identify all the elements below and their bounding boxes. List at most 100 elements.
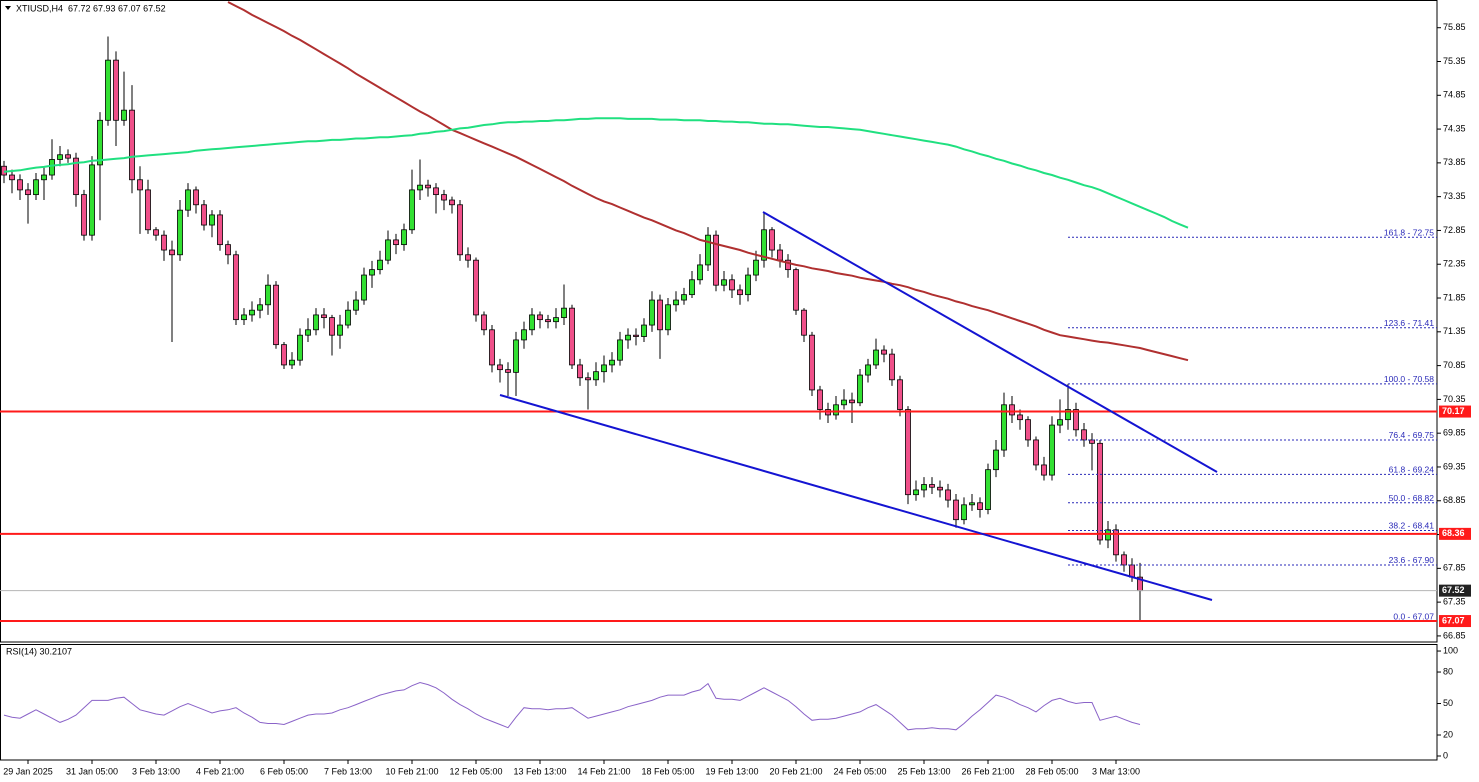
trend-lines — [499, 211, 1218, 601]
y-tick-label: 71.85 — [1443, 292, 1466, 302]
candle-body — [417, 184, 423, 191]
x-tick-label: 12 Feb 05:00 — [449, 766, 502, 776]
candle-body — [457, 204, 463, 256]
candle-body — [369, 269, 375, 276]
x-tick-label: 4 Feb 21:00 — [196, 766, 244, 776]
candle-body — [601, 364, 607, 373]
rsi-y-tick-label: 80 — [1443, 666, 1453, 676]
y-tick-label: 75.85 — [1443, 22, 1466, 32]
rsi-title: RSI(14) 30.2107 — [6, 646, 72, 656]
candle-body — [649, 299, 655, 326]
candle-body — [721, 279, 727, 286]
candle-body — [289, 359, 295, 366]
candle-body — [281, 344, 287, 366]
candle-body — [377, 259, 383, 271]
candle-body — [529, 314, 535, 331]
y-tick-label: 71.35 — [1443, 326, 1466, 336]
y-tick-label: 72.85 — [1443, 225, 1466, 235]
y-tick-label: 73.35 — [1443, 191, 1466, 201]
candle-body — [841, 399, 847, 406]
candle-body — [353, 299, 359, 311]
candle-body — [689, 279, 695, 296]
candle-body — [209, 214, 215, 226]
candle-body — [1049, 424, 1055, 476]
candle-body — [185, 189, 191, 211]
candle-body — [937, 486, 943, 491]
last-price-label: 67.52 — [1442, 585, 1465, 595]
candle-body — [633, 334, 639, 337]
candle-body — [361, 274, 367, 301]
x-tick-label: 18 Feb 05:00 — [641, 766, 694, 776]
candle-body — [393, 239, 399, 246]
candle-body — [345, 309, 351, 326]
candle-body — [793, 269, 799, 311]
candle-body — [201, 204, 207, 226]
y-tick-label: 72.35 — [1443, 259, 1466, 269]
candle-body — [1017, 414, 1023, 421]
candle-body — [9, 174, 15, 181]
candle-body — [1009, 404, 1015, 416]
fib-label: 123.6 - 71.41 — [1384, 318, 1434, 328]
candle-body — [497, 364, 503, 371]
x-tick-label: 26 Feb 21:00 — [961, 766, 1014, 776]
candle-body — [233, 254, 239, 321]
candle-body — [665, 304, 671, 331]
y-tick-label: 74.85 — [1443, 90, 1466, 100]
y-tick-label: 70.35 — [1443, 394, 1466, 404]
candle-body — [313, 314, 319, 331]
chart-title: XTIUSD,H4 67.72 67.93 67.07 67.52 — [16, 3, 166, 13]
candle-body — [873, 349, 879, 366]
candle-body — [433, 187, 439, 196]
candle-body — [241, 314, 247, 321]
y-tick-label: 74.35 — [1443, 123, 1466, 133]
candle-body — [337, 324, 343, 336]
candle-body — [969, 502, 975, 506]
candle-body — [1089, 439, 1095, 444]
candle-body — [905, 409, 911, 496]
candle-body — [105, 59, 111, 121]
candle-body — [641, 324, 647, 337]
x-tick-label: 24 Feb 05:00 — [833, 766, 886, 776]
candle-body — [577, 364, 583, 379]
price-pane-border — [0, 0, 1438, 643]
candle-body — [617, 339, 623, 361]
candle-body — [521, 329, 527, 341]
candle-body — [193, 189, 199, 206]
candle-body — [1105, 529, 1111, 541]
candle-body — [777, 249, 783, 261]
candle-body — [1113, 529, 1119, 556]
y-tick-label: 75.35 — [1443, 56, 1466, 66]
candle-body — [401, 229, 407, 246]
candle-body — [801, 309, 807, 336]
candle-body — [913, 489, 919, 496]
candle-body — [625, 334, 631, 341]
y-tick-label: 73.85 — [1443, 157, 1466, 167]
candle-body — [169, 249, 175, 256]
candle-body — [697, 264, 703, 281]
x-tick-label: 31 Jan 05:00 — [66, 766, 118, 776]
candle-body — [545, 319, 551, 323]
candle-body — [81, 194, 87, 236]
candle-body — [1041, 464, 1047, 476]
candle-body — [921, 484, 927, 491]
x-tick-label: 3 Feb 13:00 — [132, 766, 180, 776]
candle-body — [561, 307, 567, 319]
candle-body — [1129, 564, 1135, 578]
candle-body — [961, 504, 967, 521]
candle-body — [817, 389, 823, 410]
candle-body — [49, 159, 55, 176]
candle-body — [985, 469, 991, 510]
menu-triangle[interactable] — [5, 6, 11, 10]
candle-body — [753, 259, 759, 276]
x-tick-label: 29 Jan 2025 — [3, 766, 53, 776]
candle-body — [137, 179, 143, 191]
y-tick-label: 68.85 — [1443, 495, 1466, 505]
candle-body — [833, 404, 839, 416]
moving-average — [3, 117, 1189, 229]
candle-body — [297, 334, 303, 361]
x-tick-label: 7 Feb 13:00 — [324, 766, 372, 776]
candle-body — [713, 234, 719, 286]
axes: 75.85 75.35 74.85 74.35 73.85 73.35 72.85 72.35… — [3, 22, 1471, 776]
